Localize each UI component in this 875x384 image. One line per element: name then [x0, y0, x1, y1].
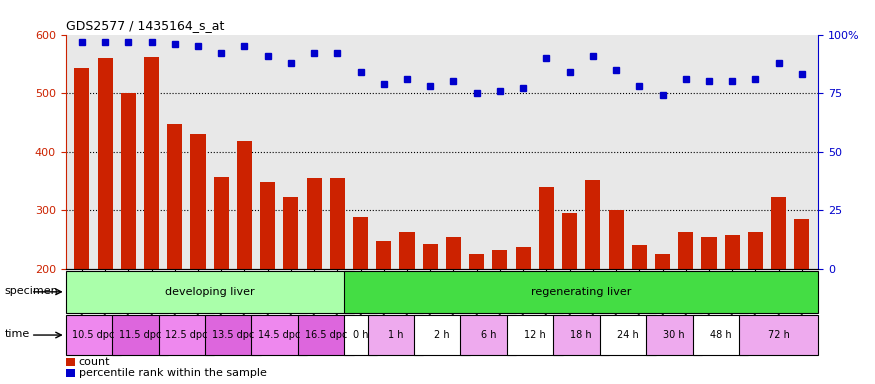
Text: 30 h: 30 h [663, 330, 685, 340]
Bar [144, 57, 159, 269]
Bar [562, 213, 578, 269]
Text: 12 h: 12 h [524, 330, 546, 340]
Bar [345, 271, 818, 313]
Text: specimen: specimen [4, 286, 58, 296]
Bar [376, 241, 391, 269]
Bar [739, 315, 818, 355]
Text: 1 h: 1 h [388, 330, 403, 340]
Text: 14.5 dpc: 14.5 dpc [258, 330, 300, 340]
Text: developing liver: developing liver [164, 287, 255, 297]
Bar [400, 232, 415, 269]
Bar [284, 197, 298, 269]
Bar [599, 315, 655, 355]
Bar [414, 315, 470, 355]
Text: 12.5 dpc: 12.5 dpc [165, 330, 207, 340]
Bar [702, 237, 717, 269]
Bar [74, 68, 89, 269]
Bar [507, 315, 563, 355]
Bar [298, 315, 354, 355]
Bar [353, 217, 368, 269]
Bar [191, 134, 206, 269]
Bar [330, 178, 345, 269]
Text: 72 h: 72 h [767, 330, 789, 340]
Bar [66, 315, 122, 355]
Bar [446, 237, 461, 269]
Bar [205, 315, 261, 355]
Bar [306, 178, 322, 269]
Bar [553, 315, 609, 355]
Text: 6 h: 6 h [480, 330, 496, 340]
Bar [460, 315, 516, 355]
Bar [585, 180, 600, 269]
Bar [493, 250, 507, 269]
Text: 2 h: 2 h [434, 330, 450, 340]
Text: 24 h: 24 h [617, 330, 639, 340]
Bar [112, 315, 168, 355]
Text: GDS2577 / 1435164_s_at: GDS2577 / 1435164_s_at [66, 19, 224, 32]
Bar [66, 271, 354, 313]
Bar [214, 177, 228, 269]
Text: 48 h: 48 h [710, 330, 731, 340]
Bar [647, 315, 702, 355]
Bar [158, 315, 214, 355]
Bar [655, 254, 670, 269]
Bar [237, 141, 252, 269]
Bar [469, 253, 484, 269]
Text: 11.5 dpc: 11.5 dpc [119, 330, 161, 340]
Bar [260, 182, 276, 269]
Text: 10.5 dpc: 10.5 dpc [73, 330, 115, 340]
Text: count: count [79, 357, 110, 367]
Text: percentile rank within the sample: percentile rank within the sample [79, 368, 267, 378]
Bar [251, 315, 307, 355]
Bar [97, 58, 113, 269]
Bar [771, 197, 787, 269]
Bar [632, 245, 647, 269]
Bar [724, 235, 739, 269]
Bar [345, 315, 377, 355]
Text: 13.5 dpc: 13.5 dpc [212, 330, 254, 340]
Bar [608, 210, 624, 269]
Bar [539, 187, 554, 269]
Text: regenerating liver: regenerating liver [531, 287, 632, 297]
Text: time: time [4, 329, 30, 339]
Bar [748, 232, 763, 269]
Bar [121, 93, 136, 269]
Bar [167, 124, 182, 269]
Text: 0 h: 0 h [353, 330, 368, 340]
Bar [368, 315, 424, 355]
Text: 16.5 dpc: 16.5 dpc [304, 330, 347, 340]
Bar [678, 232, 693, 269]
Text: 18 h: 18 h [570, 330, 592, 340]
Bar [515, 247, 531, 269]
Bar [423, 244, 438, 269]
Bar [693, 315, 748, 355]
Bar [794, 219, 809, 269]
